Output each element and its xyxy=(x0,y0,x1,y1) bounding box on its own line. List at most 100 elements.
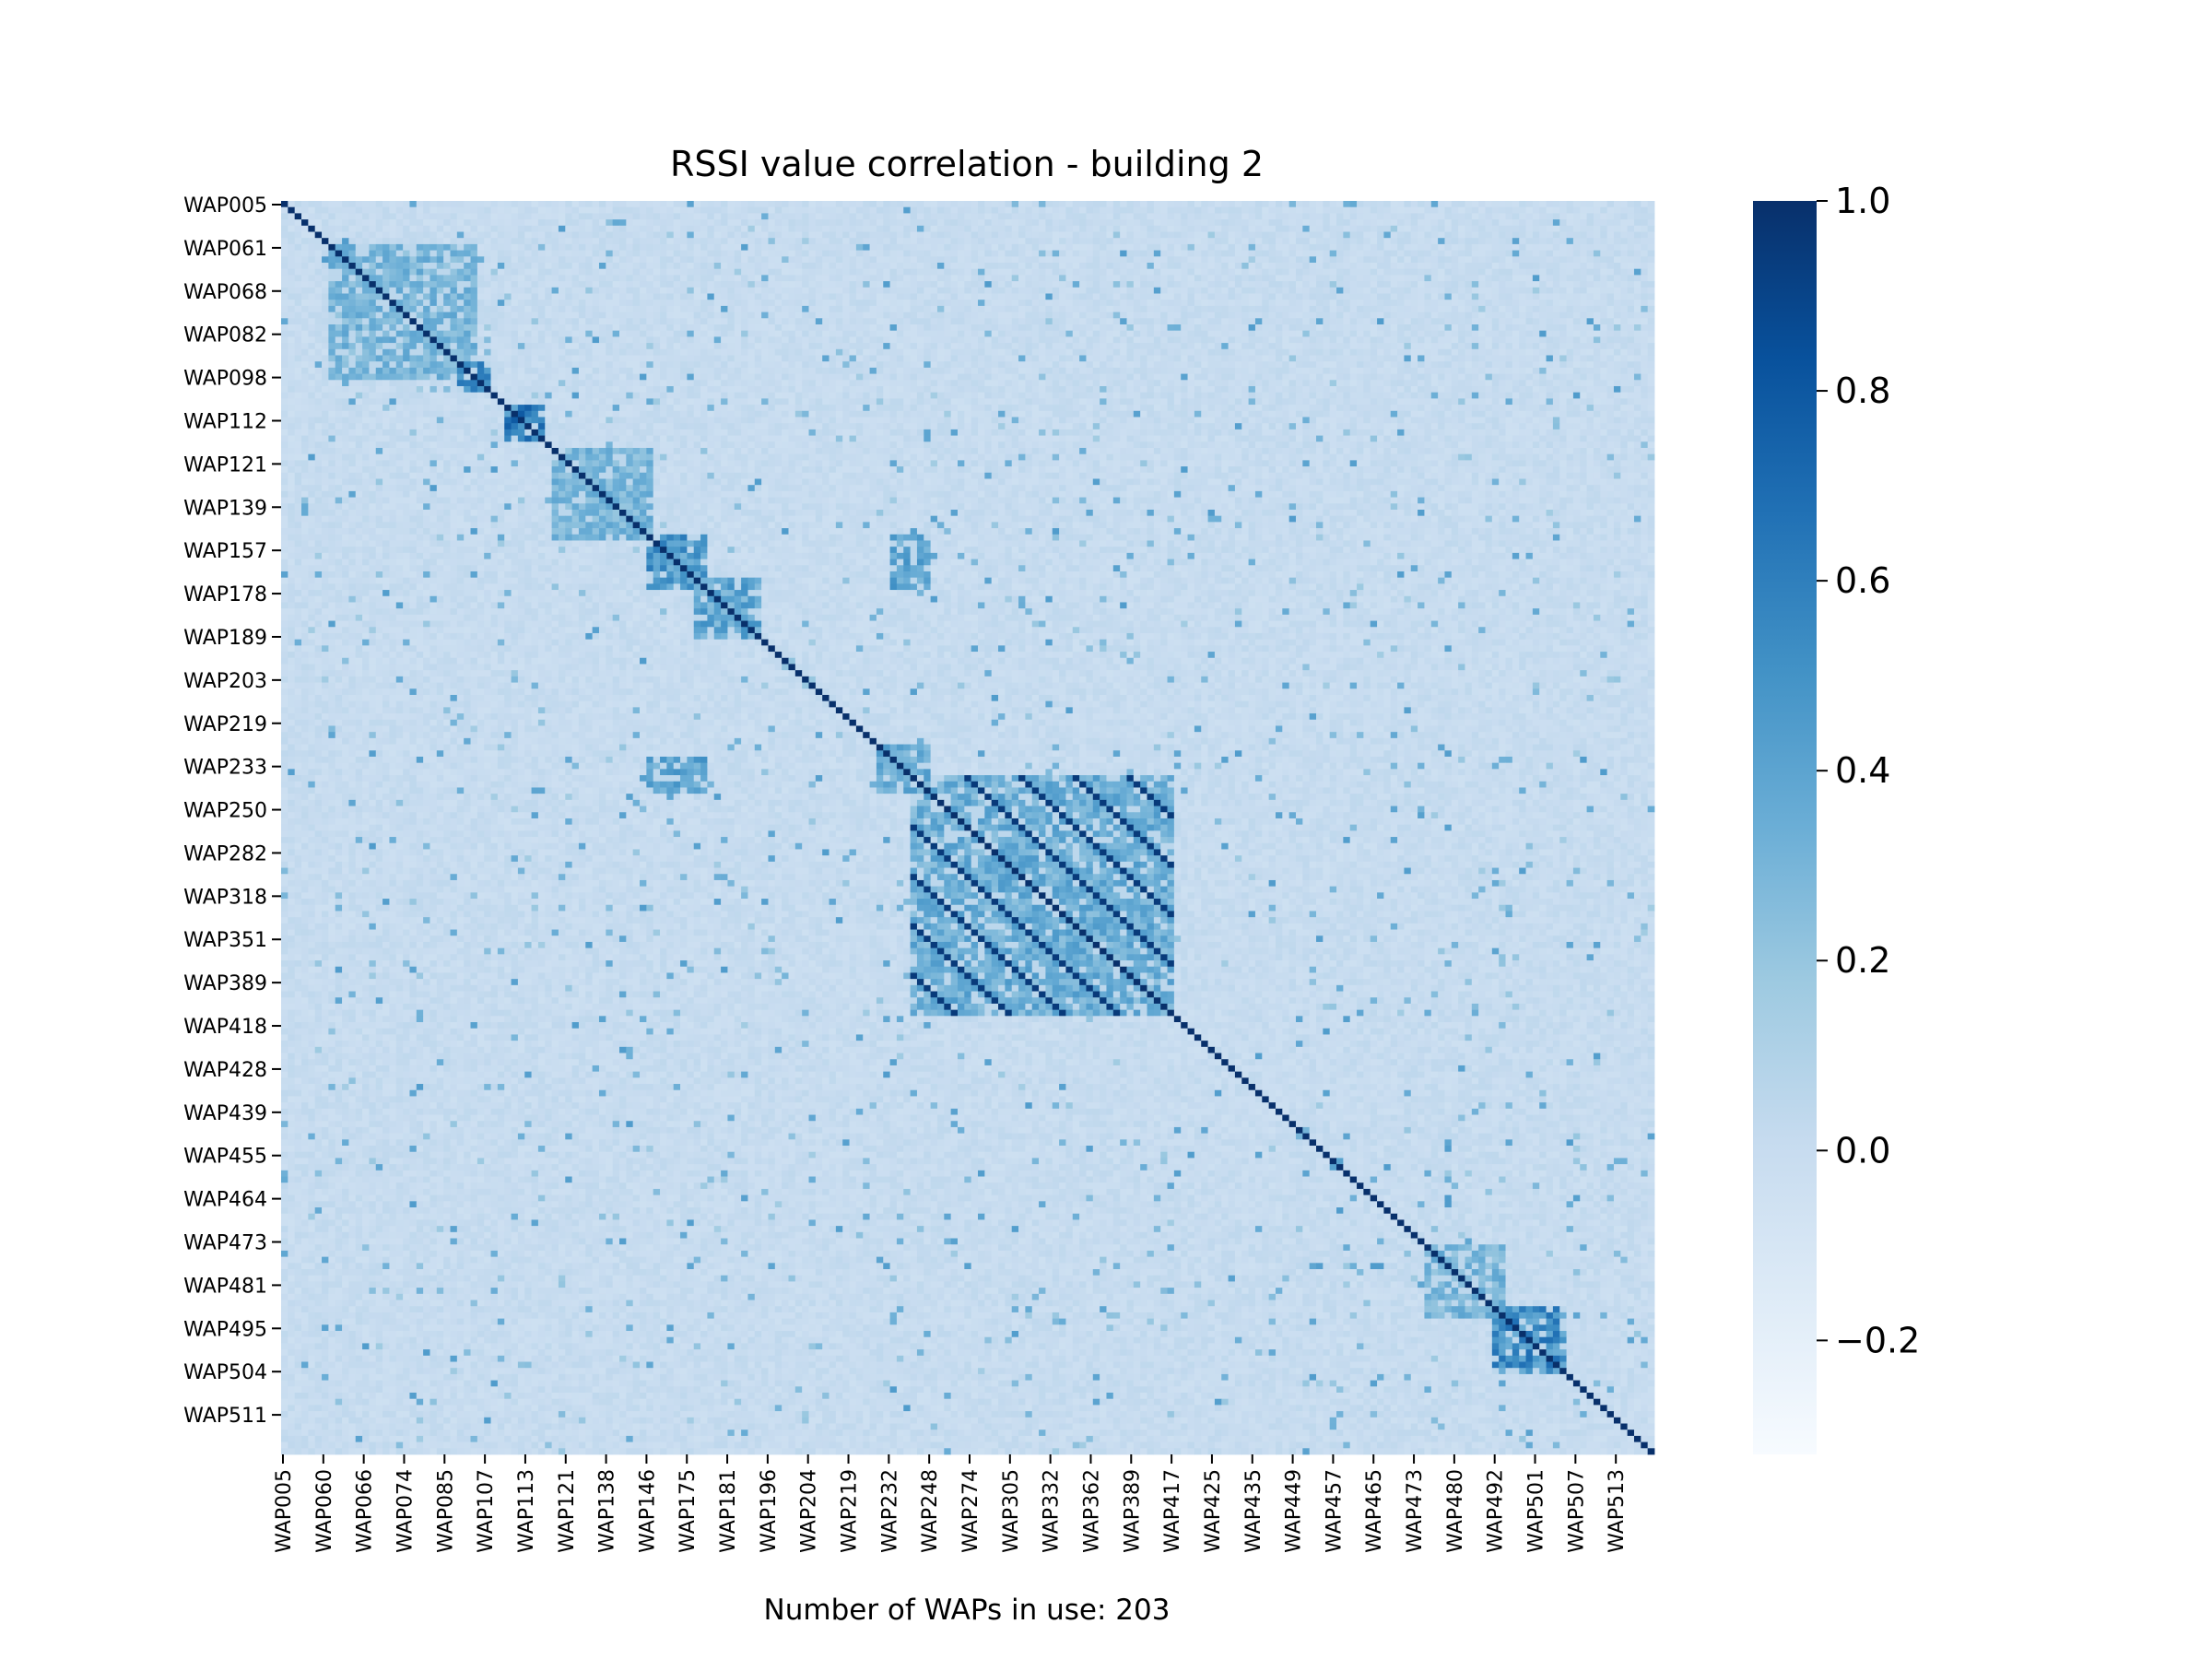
heatmap-cell xyxy=(1411,269,1418,276)
heatmap-cell xyxy=(1472,263,1479,269)
heatmap-cell xyxy=(1262,213,1269,219)
heatmap-cell xyxy=(1641,288,1648,294)
heatmap-cell xyxy=(1126,219,1134,226)
heatmap-cell xyxy=(640,201,647,207)
heatmap-cell xyxy=(863,244,870,251)
heatmap-cell xyxy=(484,269,491,276)
heatmap-cell xyxy=(464,207,471,214)
heatmap-cell xyxy=(1580,201,1587,207)
heatmap-cell xyxy=(1140,251,1147,257)
heatmap-cell xyxy=(464,238,471,244)
heatmap-cell xyxy=(606,213,613,219)
heatmap-cell xyxy=(836,238,843,244)
heatmap-cell xyxy=(1134,281,1141,288)
heatmap-cell xyxy=(1229,213,1236,219)
heatmap-cell xyxy=(1269,251,1277,257)
heatmap-cell xyxy=(301,244,309,251)
heatmap-cell xyxy=(1377,213,1384,219)
heatmap-cell xyxy=(937,244,945,251)
heatmap-cell xyxy=(1519,288,1526,294)
heatmap-cell xyxy=(1452,263,1459,269)
heatmap-cell xyxy=(795,281,803,288)
heatmap-cell xyxy=(1289,219,1297,226)
heatmap-cell xyxy=(992,226,999,232)
heatmap-cell xyxy=(1620,263,1628,269)
heatmap-cell xyxy=(1174,244,1182,251)
heatmap-cell xyxy=(788,288,795,294)
heatmap-cell xyxy=(613,263,620,269)
heatmap-cell xyxy=(538,269,546,276)
heatmap-cell xyxy=(524,207,532,214)
heatmap-cell xyxy=(1383,288,1391,294)
heatmap-cell xyxy=(877,269,884,276)
heatmap-cell xyxy=(741,238,748,244)
heatmap-cell xyxy=(626,207,633,214)
heatmap-cell xyxy=(714,238,722,244)
heatmap-cell xyxy=(471,263,478,269)
heatmap-cell xyxy=(1126,213,1134,219)
heatmap-cell xyxy=(1134,238,1141,244)
heatmap-cell xyxy=(1289,213,1297,219)
heatmap-cell xyxy=(565,275,572,281)
heatmap-cell xyxy=(1100,288,1107,294)
heatmap-cell xyxy=(429,293,437,300)
heatmap-cell xyxy=(417,226,424,232)
heatmap-cell xyxy=(755,251,762,257)
heatmap-cell xyxy=(1188,269,1195,276)
heatmap-cell xyxy=(1567,256,1574,263)
heatmap-cell xyxy=(660,244,667,251)
heatmap-cell xyxy=(877,219,884,226)
heatmap-cell xyxy=(1478,219,1486,226)
heatmap-cell xyxy=(1458,213,1465,219)
heatmap-cell xyxy=(477,213,485,219)
heatmap-cell xyxy=(504,256,512,263)
heatmap-cell xyxy=(471,269,478,276)
heatmap-cell xyxy=(369,232,376,239)
heatmap-cell xyxy=(281,251,288,257)
heatmap-cell xyxy=(1045,263,1053,269)
heatmap-cell xyxy=(1587,226,1594,232)
heatmap-cell xyxy=(1174,201,1182,207)
heatmap-cell xyxy=(1553,275,1560,281)
heatmap-cell xyxy=(646,238,653,244)
heatmap-cell xyxy=(924,288,931,294)
heatmap-cell xyxy=(984,275,992,281)
heatmap-cell xyxy=(1620,219,1628,226)
heatmap-cell xyxy=(1005,232,1012,239)
heatmap-cell xyxy=(822,219,830,226)
heatmap-cell xyxy=(295,238,302,244)
heatmap-cell xyxy=(1316,288,1324,294)
heatmap-cell xyxy=(1282,213,1289,219)
heatmap-cell xyxy=(1249,244,1256,251)
heatmap-cell xyxy=(1086,251,1093,257)
heatmap-cell xyxy=(1181,244,1188,251)
heatmap-cell xyxy=(741,232,748,239)
heatmap-cell xyxy=(687,219,694,226)
heatmap-cell xyxy=(396,213,404,219)
heatmap-cell xyxy=(356,269,363,276)
heatmap-cell xyxy=(288,288,295,294)
heatmap-cell xyxy=(389,207,396,214)
heatmap-cell xyxy=(1465,226,1472,232)
heatmap-cell xyxy=(714,263,722,269)
heatmap-cell xyxy=(1005,201,1012,207)
heatmap-cell xyxy=(937,269,945,276)
heatmap-cell xyxy=(315,232,323,239)
heatmap-cell xyxy=(971,219,979,226)
heatmap-cell xyxy=(1073,213,1080,219)
heatmap-cell xyxy=(1140,263,1147,269)
heatmap-cell xyxy=(1059,238,1066,244)
heatmap-cell xyxy=(1336,226,1344,232)
heatmap-cell xyxy=(335,251,343,257)
heatmap-cell xyxy=(842,263,850,269)
heatmap-cell xyxy=(694,213,701,219)
heatmap-cell xyxy=(532,232,539,239)
heatmap-cell xyxy=(1168,238,1175,244)
heatmap-cell xyxy=(1559,201,1567,207)
heatmap-cell xyxy=(761,269,769,276)
heatmap-cell xyxy=(1079,288,1087,294)
heatmap-cell xyxy=(1444,232,1452,239)
heatmap-cell xyxy=(1539,256,1547,263)
heatmap-cell xyxy=(1363,232,1371,239)
heatmap-cell xyxy=(619,226,627,232)
